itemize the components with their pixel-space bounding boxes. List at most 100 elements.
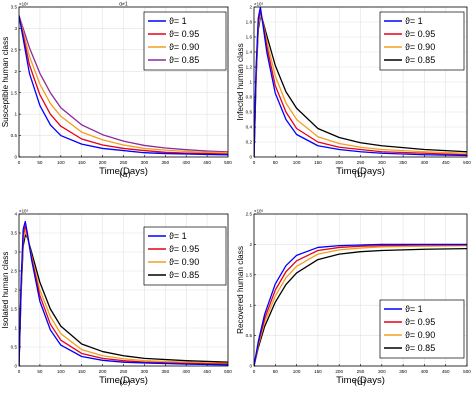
y-tick-label: 1.5 [11, 90, 18, 95]
series-line [19, 234, 228, 366]
y-tick-label: 3.5 [11, 231, 18, 236]
x-tick-label: 300 [378, 160, 386, 165]
x-tick-label: 50 [273, 160, 279, 165]
series-group [19, 220, 228, 366]
x-tick-label: 500 [224, 369, 232, 374]
y-exponent-label: ×10⁶ [19, 2, 28, 7]
x-tick-label: 450 [442, 160, 450, 165]
x-tick-label: 350 [399, 369, 407, 374]
y-tick-label: 0 [249, 364, 252, 369]
series-group [254, 243, 467, 366]
series-line [19, 15, 228, 153]
chart-title: α≠1 [119, 2, 128, 8]
y-axis-label: Recovered human class [236, 246, 245, 334]
panel-caption: (b) [354, 169, 366, 180]
legend-entry: ϑ= 1 [405, 304, 423, 314]
y-exponent-label: ×10⁵ [254, 2, 263, 7]
y-tick-label: 2.5 [11, 269, 18, 274]
y-tick-label: 0.2 [246, 140, 253, 145]
legend: ϑ= 1 ϑ= 0.95 ϑ= 0.90 ϑ= 0.85 [379, 11, 465, 71]
chart-panel-4: 0 50 100 150 200 250 300 350 400 450 500 0 0.5 1 1.5 2 2… [236, 209, 471, 389]
legend-entry: ϑ= 0.90 [405, 42, 435, 52]
series-line [254, 7, 467, 157]
y-tick-label: 0 [14, 155, 17, 160]
y-tick-label: 0 [14, 364, 17, 369]
x-axis-label: Time(Days) [336, 375, 385, 386]
legend-entry: ϑ= 0.85 [405, 55, 435, 65]
y-tick-label: 1.5 [246, 272, 253, 277]
series-group [19, 15, 228, 156]
series-line [19, 15, 228, 155]
y-tick-label: 0.8 [246, 95, 253, 100]
x-tick-label: 150 [78, 160, 86, 165]
y-tick-label: 1 [14, 326, 17, 331]
y-axis-label: Infected human class [236, 43, 245, 120]
x-tick-label: 400 [182, 369, 190, 374]
series-line [254, 244, 467, 366]
y-tick-label: 4 [14, 212, 17, 217]
x-tick-label: 200 [99, 160, 107, 165]
series-line [19, 220, 228, 366]
x-tick-label: 150 [314, 160, 322, 165]
x-tick-label: 150 [314, 369, 322, 374]
x-tick-label: 400 [421, 160, 429, 165]
x-tick-label: 50 [37, 160, 43, 165]
series-line [254, 243, 467, 366]
x-tick-label: 300 [141, 160, 149, 165]
x-tick-label: 350 [161, 160, 169, 165]
legend-entry: ϑ= 0.85 [169, 270, 199, 280]
x-tick-label: 250 [120, 369, 128, 374]
y-tick-label: 3 [14, 26, 17, 31]
legend-entry: ϑ= 0.85 [405, 343, 435, 353]
series-line [254, 248, 467, 366]
x-tick-label: 200 [335, 160, 343, 165]
series-line [254, 13, 467, 157]
x-tick-label: 350 [161, 369, 169, 374]
y-tick-label: 1 [14, 112, 17, 117]
x-axis-label: Time(Days) [99, 166, 148, 177]
y-tick-label: 3 [14, 250, 17, 255]
x-tick-label: 0 [253, 160, 256, 165]
y-tick-label: 0 [249, 155, 252, 160]
legend-entry: ϑ= 0.95 [405, 29, 435, 39]
legend: ϑ= 1 ϑ= 0.95 ϑ= 0.90 ϑ= 0.85 [379, 299, 465, 359]
y-tick-label: 2.5 [11, 47, 18, 52]
chart-panel-2: 0 50 100 150 200 250 300 350 400 450 500 0 0.2 0.4 0.6… [236, 2, 471, 181]
y-tick-label: 1.8 [246, 20, 253, 25]
x-tick-label: 250 [120, 160, 128, 165]
legend-entry: ϑ= 0.95 [405, 317, 435, 327]
legend-entry: ϑ= 0.95 [169, 29, 199, 39]
chart-panel-1: 0 50 100 150 200 250 300 350 400 450 500 0 0.5 1 1.5 2 2… [1, 2, 232, 181]
y-tick-label: 1.2 [246, 65, 253, 70]
y-tick-label: 2 [249, 5, 252, 10]
x-tick-label: 100 [293, 369, 301, 374]
series-line [19, 15, 228, 156]
y-tick-label: 2.5 [246, 212, 253, 217]
panel-caption: (c) [119, 377, 130, 388]
y-exponent-label: ×10⁵ [19, 209, 28, 214]
x-tick-label: 250 [357, 369, 365, 374]
x-tick-label: 0 [253, 369, 256, 374]
panel-caption: (a) [119, 169, 131, 180]
x-tick-label: 400 [421, 369, 429, 374]
series-line [19, 230, 228, 366]
legend: ϑ= 1 ϑ= 0.95 ϑ= 0.90 ϑ= 0.85 [143, 226, 227, 286]
x-tick-label: 50 [273, 369, 279, 374]
x-axis-label: Time(Days) [99, 375, 148, 386]
x-tick-label: 450 [203, 160, 211, 165]
x-tick-label: 500 [224, 160, 232, 165]
legend-entry: ϑ= 0.95 [169, 244, 199, 254]
x-tick-label: 100 [57, 369, 65, 374]
x-tick-label: 100 [293, 160, 301, 165]
x-tick-label: 50 [37, 369, 43, 374]
y-tick-label: 0.5 [246, 333, 253, 338]
y-axis-label: Susceptible human class [1, 37, 10, 128]
series-line [254, 10, 467, 157]
y-tick-label: 0.6 [246, 110, 253, 115]
y-exponent-label: ×10⁶ [254, 209, 263, 214]
y-tick-label: 3.5 [11, 5, 18, 10]
x-tick-label: 200 [99, 369, 107, 374]
series-group [254, 7, 467, 157]
legend-entry: ϑ= 1 [405, 16, 423, 26]
y-tick-label: 2 [14, 69, 17, 74]
